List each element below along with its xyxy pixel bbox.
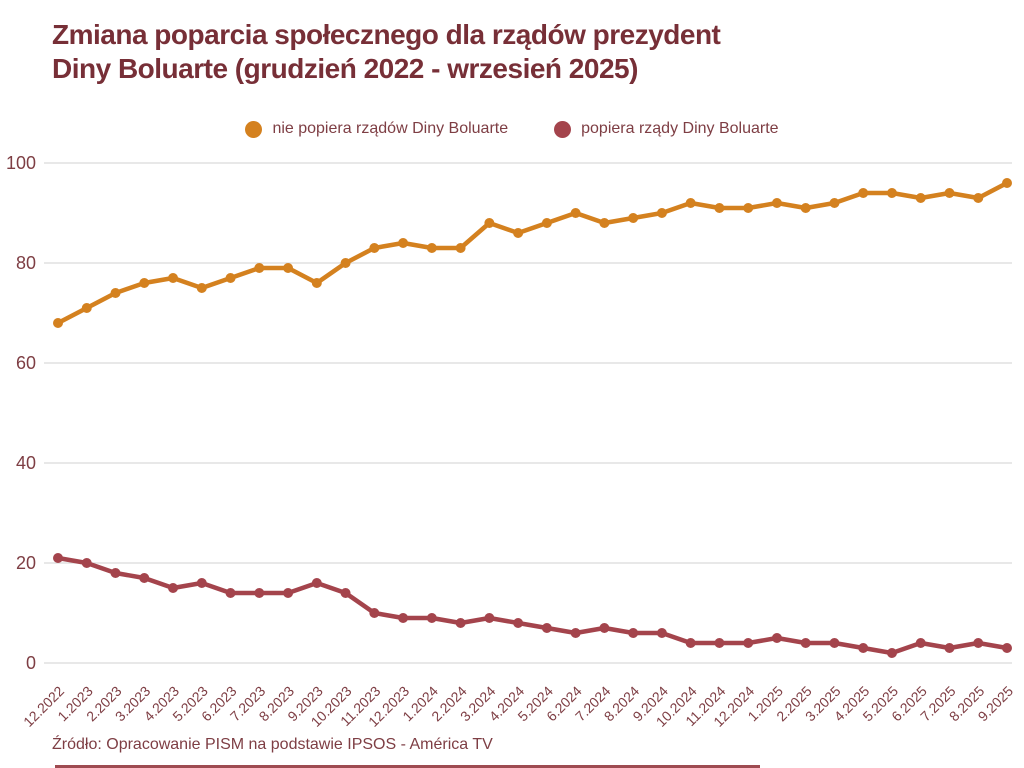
data-point xyxy=(340,588,351,598)
data-point xyxy=(973,638,984,648)
legend-item-popiera: popiera rządy Diny Boluarte xyxy=(554,120,779,138)
data-point xyxy=(656,628,667,638)
data-point xyxy=(513,618,524,628)
chart-title: Zmiana poparcia społecznego dla rządów p… xyxy=(52,18,992,85)
chart-title-line2: Diny Boluarte (grudzień 2022 - wrzesień … xyxy=(52,52,638,84)
data-point xyxy=(944,643,955,653)
data-point xyxy=(858,643,869,653)
data-point xyxy=(81,303,92,313)
data-point xyxy=(829,638,840,648)
data-point xyxy=(1002,643,1012,653)
y-tick-label: 0 xyxy=(26,653,36,673)
y-tick-label: 60 xyxy=(16,353,36,373)
data-point xyxy=(311,278,322,288)
data-point xyxy=(973,193,984,203)
data-point xyxy=(426,243,437,253)
data-point xyxy=(915,193,926,203)
data-point xyxy=(771,198,782,208)
y-tick-label: 100 xyxy=(6,153,36,173)
source-note: Źródło: Opracowanie PISM na podstawie IP… xyxy=(52,736,493,753)
data-point xyxy=(455,618,466,628)
data-point xyxy=(254,263,265,273)
data-point xyxy=(369,243,380,253)
data-point xyxy=(283,263,294,273)
y-tick-label: 40 xyxy=(16,453,36,473)
data-point xyxy=(53,318,63,328)
data-point xyxy=(513,228,524,238)
data-point xyxy=(714,638,725,648)
data-point xyxy=(599,218,610,228)
data-point xyxy=(656,208,667,218)
legend-label: nie popiera rządów Diny Boluarte xyxy=(272,120,509,137)
data-point xyxy=(570,208,581,218)
data-point xyxy=(800,203,811,213)
data-point xyxy=(110,568,121,578)
series-line xyxy=(55,180,1010,326)
data-point xyxy=(53,553,63,563)
data-point xyxy=(685,638,696,648)
data-point xyxy=(743,638,754,648)
data-point xyxy=(139,573,150,583)
data-point xyxy=(858,188,869,198)
chart-title-line1: Zmiana poparcia społecznego dla rządów p… xyxy=(52,19,721,50)
data-point xyxy=(398,238,409,248)
data-point xyxy=(283,588,294,598)
data-point xyxy=(426,613,437,623)
data-point xyxy=(541,218,552,228)
data-point xyxy=(168,273,179,283)
data-point xyxy=(168,583,179,593)
y-tick-label: 20 xyxy=(16,553,36,573)
data-point xyxy=(944,188,955,198)
legend-dot-orange-icon xyxy=(245,120,263,138)
data-point xyxy=(886,648,897,658)
data-point xyxy=(484,218,495,228)
data-point xyxy=(455,243,466,253)
bottom-edge-line xyxy=(55,765,760,768)
data-point xyxy=(369,608,380,618)
data-point xyxy=(225,273,236,283)
data-point xyxy=(1002,178,1012,188)
data-point xyxy=(196,578,207,588)
data-point xyxy=(714,203,725,213)
data-point xyxy=(484,613,495,623)
data-point xyxy=(743,203,754,213)
legend: nie popiera rządów Diny Boluarte popiera… xyxy=(0,120,1024,138)
data-point xyxy=(628,628,639,638)
series-line xyxy=(55,555,1010,656)
legend-label: popiera rządy Diny Boluarte xyxy=(581,120,779,137)
data-point xyxy=(81,558,92,568)
data-point xyxy=(829,198,840,208)
data-point xyxy=(915,638,926,648)
y-tick-label: 80 xyxy=(16,253,36,273)
data-point xyxy=(599,623,610,633)
data-point xyxy=(110,288,121,298)
data-point xyxy=(628,213,639,223)
data-point xyxy=(311,578,322,588)
data-point xyxy=(570,628,581,638)
data-point xyxy=(886,188,897,198)
data-point xyxy=(398,613,409,623)
legend-dot-maroon-icon xyxy=(554,120,572,138)
data-point xyxy=(800,638,811,648)
data-point xyxy=(196,283,207,293)
data-point xyxy=(254,588,265,598)
data-point xyxy=(685,198,696,208)
data-point xyxy=(771,633,782,643)
legend-item-nie-popiera: nie popiera rządów Diny Boluarte xyxy=(245,120,508,138)
data-point xyxy=(541,623,552,633)
data-point xyxy=(225,588,236,598)
data-point xyxy=(139,278,150,288)
data-point xyxy=(340,258,351,268)
